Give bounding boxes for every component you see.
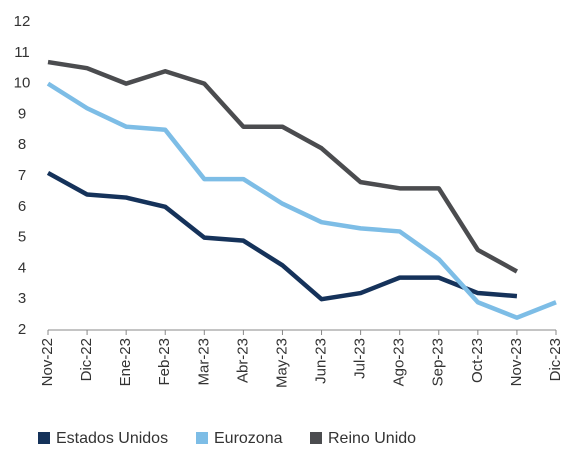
legend-label: Eurozona xyxy=(214,430,283,447)
y-tick-label: 11 xyxy=(14,44,30,61)
series-line xyxy=(46,81,557,320)
x-tick-label: Feb-23 xyxy=(156,338,173,386)
x-tick-label: Ene-23 xyxy=(117,338,134,386)
x-tick-label: Ago-23 xyxy=(391,338,408,386)
x-tick-label: Dic-23 xyxy=(547,338,563,381)
x-tick-label: Dic-22 xyxy=(78,338,95,381)
series-line xyxy=(47,59,519,274)
y-tick-label: 12 xyxy=(14,13,31,30)
legend-label: Reino Unido xyxy=(328,430,416,447)
y-tick-label: 6 xyxy=(18,198,26,215)
x-tick-label: Sep-23 xyxy=(430,338,447,386)
y-tick-label: 10 xyxy=(14,75,31,92)
y-tick-label: 3 xyxy=(18,290,26,307)
legend-swatch xyxy=(310,432,322,444)
y-tick-label: 8 xyxy=(18,136,26,153)
y-tick-label: 5 xyxy=(18,229,26,246)
series-line xyxy=(46,170,518,302)
y-tick-label: 7 xyxy=(18,167,26,184)
legend: Estados Unidos Eurozona Reino Unido xyxy=(38,430,416,447)
x-tick-label: Nov-22 xyxy=(39,338,56,386)
x-tick-label: Nov-23 xyxy=(508,338,525,386)
x-tick-label: May-23 xyxy=(273,338,290,388)
x-tick-label: Jun-23 xyxy=(313,338,330,384)
y-tick-label: 2 xyxy=(18,321,26,338)
y-tick-label: 4 xyxy=(18,259,26,276)
x-tick-label: Oct-23 xyxy=(469,338,486,383)
legend-swatch xyxy=(38,432,50,444)
x-tick-label: Mar-23 xyxy=(195,338,212,386)
y-tick-label: 9 xyxy=(18,105,26,122)
legend-swatch xyxy=(196,432,208,444)
legend-label: Estados Unidos xyxy=(56,430,168,447)
x-tick-label: Abr-23 xyxy=(234,338,251,383)
x-tick-label: Jul-23 xyxy=(352,338,369,379)
